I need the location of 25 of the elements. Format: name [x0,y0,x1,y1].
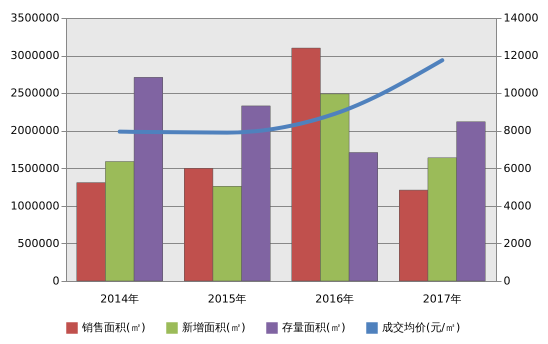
y2-tick-label: 12000 [504,49,538,62]
y2-tick-label: 14000 [504,12,538,24]
y-tick-label: 0 [52,274,60,288]
legend-label: 成交均价(元/㎡) [382,321,460,334]
x-tick-label: 2016年 [315,292,354,306]
line-series [118,58,444,135]
y2-tick-label: 10000 [504,86,538,100]
y-tick-label: 1500000 [10,162,60,175]
x-tick-label: 2015年 [208,292,247,306]
y-tick-label: 500000 [18,236,60,250]
legend-label: 存量面积(㎡) [282,321,346,334]
y2-tick-label: 8000 [504,124,532,138]
y-tick-label: 3500000 [10,12,60,24]
y2-tick-label: 2000 [504,236,532,250]
legend-label: 新增面积(㎡) [182,321,246,334]
x-tick-label: 2014年 [100,292,140,306]
y-tick-label: 3000000 [10,49,60,62]
y2-tick-label: 0 [504,274,510,288]
y-tick-label: 2500000 [10,86,60,100]
y-tick-label: 2000000 [10,124,60,138]
y2-tick-label: 6000 [504,162,532,175]
y2-tick-label: 4000 [504,199,532,212]
x-tick-label: 2017年 [422,292,462,306]
y-tick-label: 1000000 [10,199,60,212]
legend-label: 销售面积(㎡) [81,321,146,334]
